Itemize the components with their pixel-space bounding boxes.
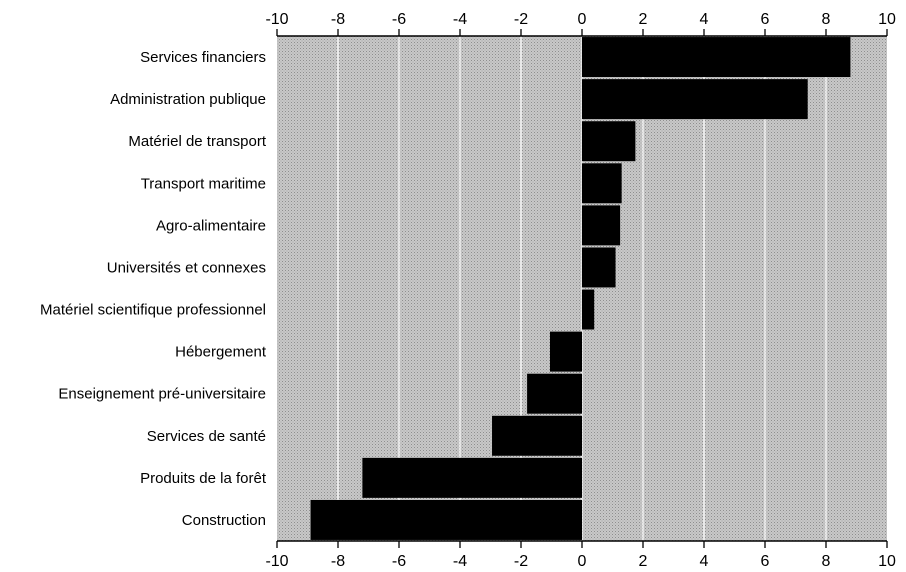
category-label-6: Matériel scientifique professionnel xyxy=(40,302,266,319)
bottom-x-axis: -10 -8 -6 -4 -2 0 2 4 6 8 10 xyxy=(265,540,896,570)
category-label-9: Services de santé xyxy=(147,428,266,445)
category-label-0: Services financiers xyxy=(140,49,266,66)
top-x-axis: -10 -8 -6 -4 -2 0 2 4 6 8 10 xyxy=(265,11,896,37)
bottom-tick-label-1: -8 xyxy=(331,553,345,570)
top-tick-label-5: 0 xyxy=(578,11,587,28)
bar-9 xyxy=(492,415,582,456)
top-tick-label-8: 6 xyxy=(761,11,770,28)
top-tick-label-0: -10 xyxy=(265,11,288,28)
category-label-1: Administration publique xyxy=(110,91,266,108)
top-tick-label-1: -8 xyxy=(331,11,345,28)
category-label-10: Produits de la forêt xyxy=(140,470,267,487)
bars xyxy=(310,37,851,540)
category-label-2: Matériel de transport xyxy=(128,133,266,150)
top-tick-label-4: -2 xyxy=(514,11,528,28)
category-label-8: Enseignement pré-universitaire xyxy=(58,386,266,403)
bar-1 xyxy=(582,79,808,120)
bottom-tick-label-9: 8 xyxy=(822,553,831,570)
category-labels: Services financiers Administration publiq… xyxy=(40,49,267,529)
category-label-4: Agro-alimentaire xyxy=(156,217,266,234)
bar-5 xyxy=(582,247,616,288)
bottom-tick-label-10: 10 xyxy=(878,553,896,570)
bottom-tick-label-6: 2 xyxy=(639,553,648,570)
bar-10 xyxy=(362,457,582,498)
top-tick-label-10: 10 xyxy=(878,11,896,28)
bottom-tick-label-8: 6 xyxy=(761,553,770,570)
gridlines xyxy=(337,36,827,541)
bottom-tick-label-0: -10 xyxy=(265,553,288,570)
bar-6 xyxy=(582,289,595,330)
bar-2 xyxy=(582,121,636,162)
bar-3 xyxy=(582,163,622,204)
top-tick-label-2: -6 xyxy=(392,11,406,28)
category-label-3: Transport maritime xyxy=(141,175,266,192)
top-tick-label-6: 2 xyxy=(639,11,648,28)
bottom-tick-label-5: 0 xyxy=(578,553,587,570)
bottom-tick-label-3: -4 xyxy=(453,553,467,570)
top-tick-label-9: 8 xyxy=(822,11,831,28)
top-tick-label-7: 4 xyxy=(700,11,709,28)
bottom-tick-label-2: -6 xyxy=(392,553,406,570)
bottom-tick-label-4: -2 xyxy=(514,553,528,570)
category-label-11: Construction xyxy=(182,512,266,529)
bar-4 xyxy=(582,205,621,246)
bar-0 xyxy=(582,37,851,78)
bottom-tick-label-7: 4 xyxy=(700,553,709,570)
bar-8 xyxy=(527,373,582,414)
bar-11 xyxy=(310,499,582,540)
bar-7 xyxy=(549,331,582,372)
top-tick-label-3: -4 xyxy=(453,11,467,28)
category-label-7: Hébergement xyxy=(175,344,267,361)
category-label-5: Universités et connexes xyxy=(107,259,266,276)
